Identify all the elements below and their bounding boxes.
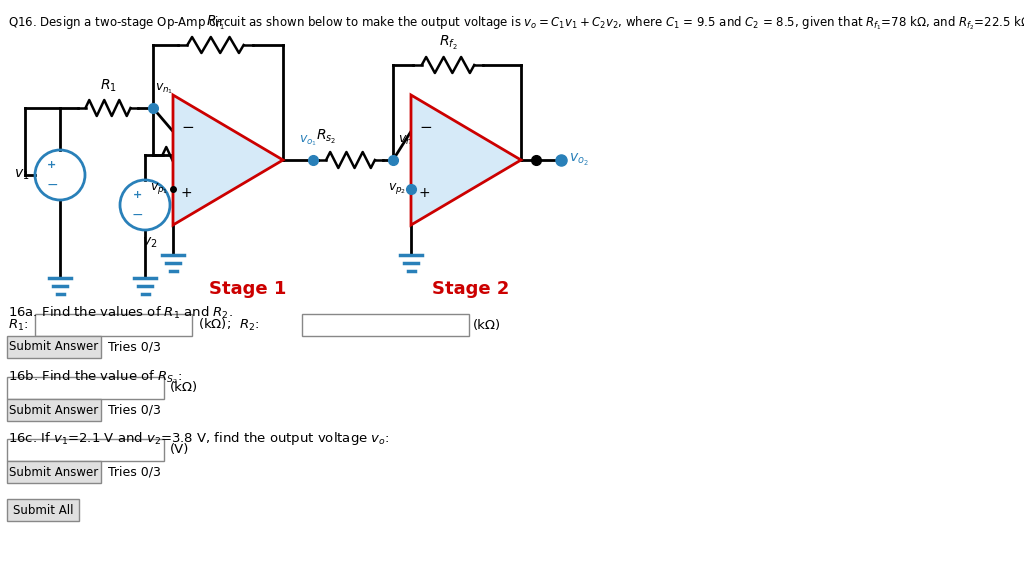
FancyBboxPatch shape: [7, 377, 164, 399]
FancyBboxPatch shape: [7, 439, 164, 461]
Text: $R_1$: $R_1$: [99, 78, 117, 94]
Text: $R_2$: $R_2$: [176, 125, 194, 141]
Text: Tries 0/3: Tries 0/3: [108, 340, 161, 353]
Text: 16b. Find the value of $R_{S_2}$:: 16b. Find the value of $R_{S_2}$:: [8, 368, 182, 386]
Text: −: −: [181, 120, 194, 135]
Text: 16c. If $v_1$=2.1 V and $v_2$=3.8 V, find the output voltage $v_o$:: 16c. If $v_1$=2.1 V and $v_2$=3.8 V, fin…: [8, 430, 389, 447]
Text: −: −: [131, 208, 142, 222]
Text: +: +: [47, 160, 56, 170]
Text: (kΩ);  $R_2$:: (kΩ); $R_2$:: [198, 317, 259, 333]
Text: $R_1$:: $R_1$:: [8, 317, 29, 332]
Text: $R_{s_2}$: $R_{s_2}$: [316, 128, 336, 146]
Text: Q16. Design a two-stage Op-Amp circuit as shown below to make the output voltage: Q16. Design a two-stage Op-Amp circuit a…: [8, 14, 1024, 31]
Text: $v_{p_1}$: $v_{p_1}$: [150, 181, 168, 196]
Text: (kΩ): (kΩ): [473, 319, 501, 332]
Text: Submit Answer: Submit Answer: [9, 403, 98, 416]
Text: $v_{o_1}$: $v_{o_1}$: [299, 133, 317, 148]
Text: Stage 2: Stage 2: [432, 280, 510, 298]
Text: +: +: [181, 185, 193, 200]
Text: Submit All: Submit All: [12, 503, 74, 517]
Text: Submit Answer: Submit Answer: [9, 466, 98, 479]
Text: $v_{n_2}$: $v_{n_2}$: [398, 133, 416, 148]
FancyBboxPatch shape: [7, 461, 101, 483]
FancyBboxPatch shape: [302, 314, 469, 336]
FancyBboxPatch shape: [7, 336, 101, 358]
Text: Tries 0/3: Tries 0/3: [108, 466, 161, 479]
FancyBboxPatch shape: [7, 499, 79, 521]
Text: −: −: [46, 178, 57, 192]
Text: (kΩ): (kΩ): [170, 382, 198, 395]
Polygon shape: [173, 95, 283, 225]
Text: Stage 1: Stage 1: [209, 280, 287, 298]
Text: $R_{f_2}$: $R_{f_2}$: [438, 34, 458, 52]
Text: +: +: [419, 185, 431, 200]
Text: Tries 0/3: Tries 0/3: [108, 403, 161, 416]
Text: 16a. Find the values of $R_1$ and $R_2$.: 16a. Find the values of $R_1$ and $R_2$.: [8, 305, 233, 321]
Polygon shape: [411, 95, 521, 225]
Text: (V): (V): [170, 443, 189, 456]
FancyBboxPatch shape: [7, 399, 101, 421]
Text: $R_{f_1}$: $R_{f_1}$: [206, 14, 224, 32]
Text: +: +: [132, 190, 141, 200]
Text: $v_1$: $v_1$: [14, 168, 30, 182]
Text: $v_{p_2}$: $v_{p_2}$: [388, 181, 406, 196]
Text: Submit Answer: Submit Answer: [9, 340, 98, 353]
FancyBboxPatch shape: [35, 314, 193, 336]
Text: $v_2$: $v_2$: [142, 236, 158, 250]
Text: −: −: [419, 120, 432, 135]
Text: $v_{n_1}$: $v_{n_1}$: [155, 81, 173, 96]
Text: $v_{o_2}$: $v_{o_2}$: [569, 152, 589, 168]
